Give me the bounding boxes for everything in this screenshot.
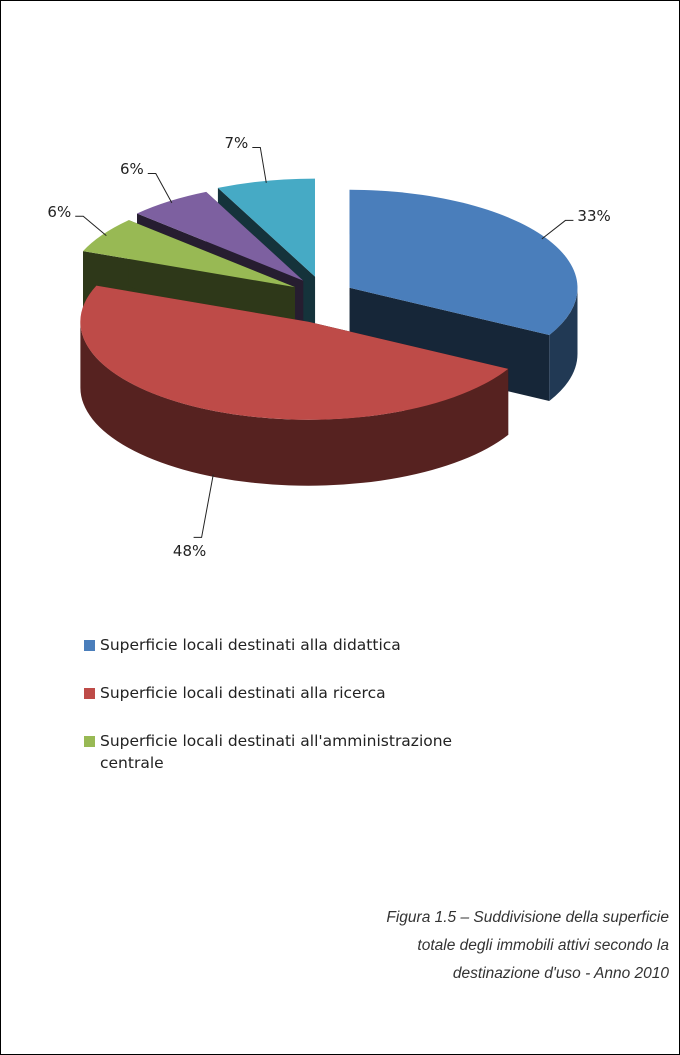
legend-swatch [84, 688, 95, 699]
caption: Figura 1.5 – Suddivisione della superfic… [386, 904, 669, 988]
pie-slice [349, 189, 578, 335]
leader-line [147, 173, 173, 204]
legend-label: Superficie locali destinati all'amminist… [100, 732, 453, 772]
legend: Superficie locali destinati alla didatti… [84, 634, 464, 800]
pie-slice-side [549, 287, 578, 401]
pie-slice [137, 191, 304, 281]
pie-slice [217, 178, 316, 277]
caption-line: destinazione d'uso - Anno 2010 [452, 965, 669, 982]
data-label: 7% [225, 134, 249, 152]
legend-entry: Superficie locali destinati alla ricerca [84, 682, 464, 704]
pie-slice [80, 285, 509, 420]
data-label: 6% [120, 160, 144, 178]
leader-line [541, 219, 574, 240]
legend-label: Superficie locali destinati alla didatti… [100, 636, 401, 654]
data-label: 33% [577, 207, 610, 225]
leader-line [193, 474, 214, 538]
legend-swatch [84, 736, 95, 747]
pie-slice-side [80, 321, 509, 486]
data-label: 48% [173, 542, 206, 560]
data-label: 6% [47, 203, 71, 221]
caption-line: totale degli immobili attivi secondo la [417, 937, 669, 954]
pie-slice [83, 220, 295, 288]
legend-swatch [84, 640, 95, 651]
legend-label: Superficie locali destinati alla ricerca [100, 684, 386, 702]
caption-line: Figura 1.5 – Suddivisione della superfic… [386, 909, 669, 926]
legend-entry: Superficie locali destinati alla didatti… [84, 634, 464, 656]
leader-line [75, 215, 107, 237]
leader-line [252, 146, 267, 183]
pie-slice-group [80, 285, 509, 486]
legend-entry: Superficie locali destinati all'amminist… [84, 730, 464, 774]
